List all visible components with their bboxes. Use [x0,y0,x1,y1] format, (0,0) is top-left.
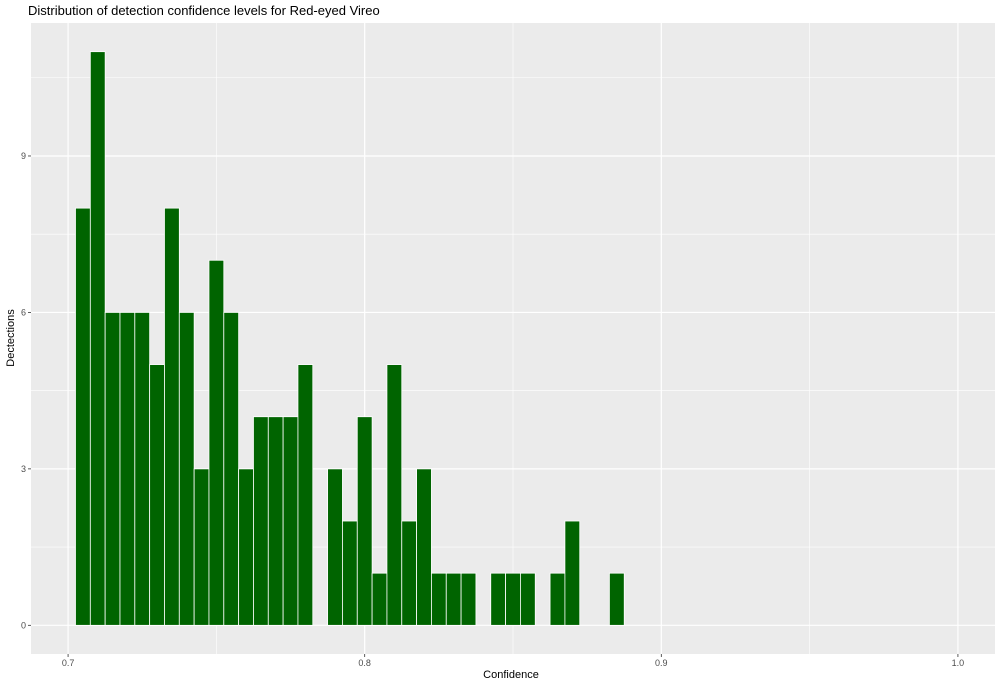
histogram-bar [282,416,299,626]
histogram-bar [356,416,373,626]
histogram-bar [609,572,625,626]
histogram-bar [505,572,521,626]
histogram-bar [119,312,136,626]
x-tick-label: 0.9 [655,658,668,668]
histogram-bar [549,572,566,626]
histogram-bar [267,416,284,626]
histogram-bar [371,572,388,626]
y-axis: 0 3 6 9 [21,151,31,630]
histogram-bar [445,572,462,626]
histogram-bar [193,468,210,626]
chart-title: Distribution of detection confidence lev… [28,3,380,18]
histogram-bar [89,51,106,626]
histogram-bar [253,416,269,626]
histogram-bar [134,312,151,626]
histogram-bar [178,312,195,626]
histogram-bar [149,364,165,626]
histogram-bar [520,572,536,626]
y-tick-label: 6 [21,307,26,317]
histogram-bar [401,520,417,626]
x-tick-label: 1.0 [952,658,965,668]
y-tick-label: 3 [21,464,26,474]
histogram-bar [104,312,121,626]
histogram-bar [208,259,225,626]
y-axis-title: Dectections [5,309,17,367]
histogram-bar [238,468,254,626]
histogram-bar [164,207,180,626]
x-tick-label: 0.7 [62,658,75,668]
histogram-bar [297,364,314,626]
histogram-bars [75,51,625,626]
y-tick-label: 9 [21,151,26,161]
histogram-bar [386,364,403,626]
histogram-bar [564,520,581,626]
histogram-bar [327,468,343,626]
histogram-bar [490,572,506,626]
y-tick-label: 0 [21,620,26,630]
histogram-bar [342,520,358,626]
x-axis-title: Confidence [483,669,539,681]
x-tick-label: 0.8 [358,658,371,668]
histogram-bar [75,207,91,626]
histogram-bar [431,572,447,626]
histogram-bar [460,572,477,626]
x-axis: 0.7 0.8 0.9 1.0 [62,654,964,668]
histogram-bar [416,468,432,626]
histogram-bar [223,312,240,626]
